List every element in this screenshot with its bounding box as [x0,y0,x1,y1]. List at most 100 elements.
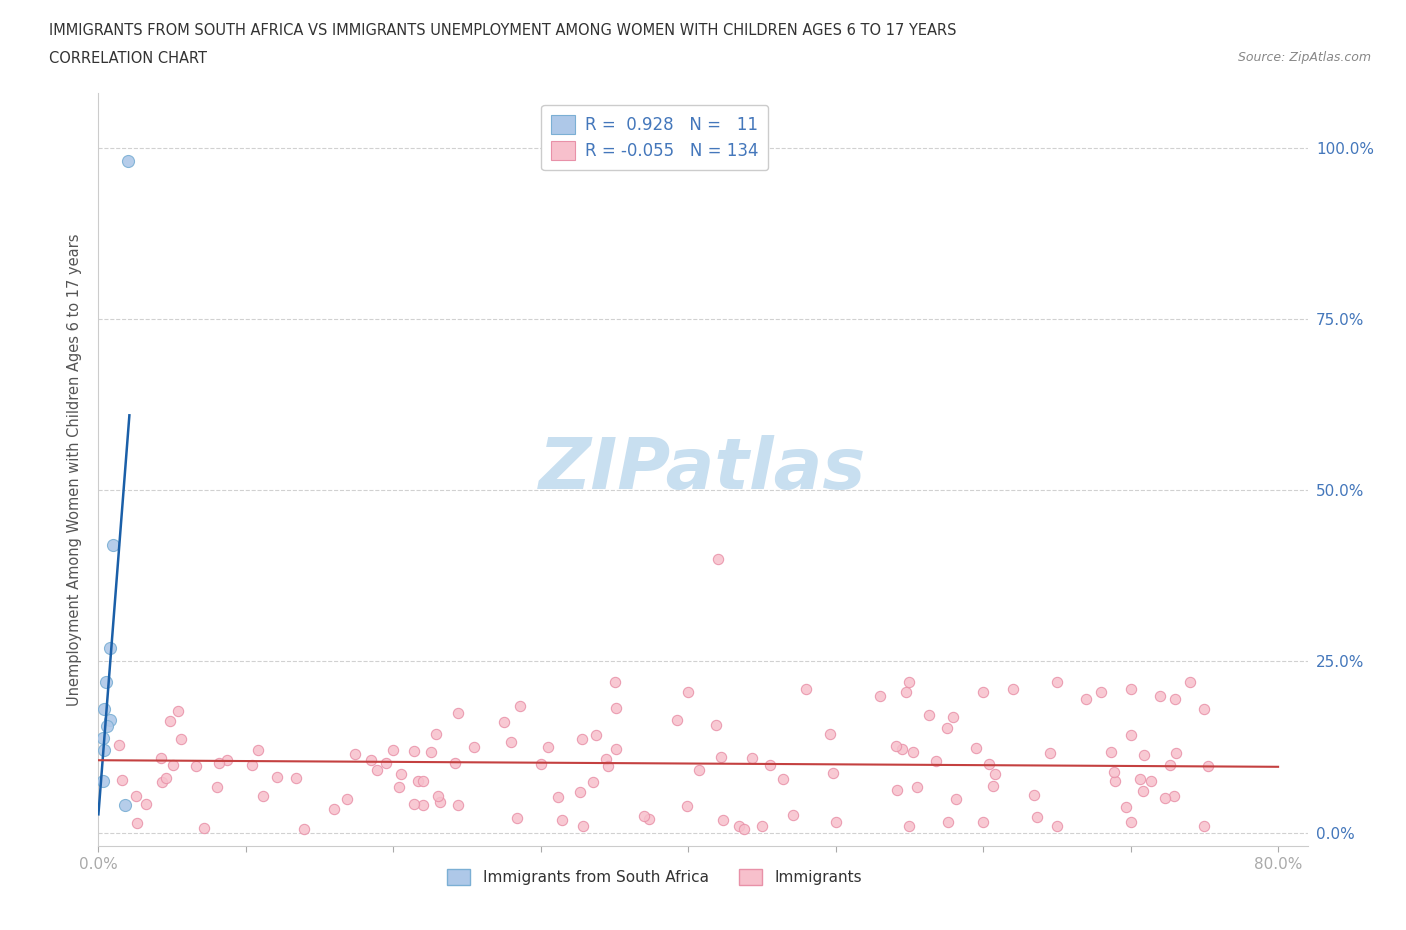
Point [711,813,734,828]
Point [935,721,957,736]
Point [1022,788,1045,803]
Point [93,743,115,758]
Point [252,789,274,804]
Point [444,755,467,770]
Point [925,753,948,768]
Point [425,727,447,742]
Point [898,818,921,833]
Point [818,726,841,741]
Point [150,775,173,790]
Point [1149,688,1171,703]
Point [101,538,124,552]
Point [821,766,844,781]
Point [1119,815,1142,830]
Point [1129,771,1152,786]
Point [869,688,891,703]
Point [917,708,939,723]
Point [571,818,593,833]
Point [389,766,412,781]
Legend: Immigrants from South Africa, Immigrants: Immigrants from South Africa, Immigrants [441,863,868,891]
Point [1194,818,1216,833]
Point [91,774,114,789]
Point [193,820,215,835]
Point [898,674,921,689]
Point [125,789,148,804]
Point [1197,759,1219,774]
Point [208,755,231,770]
Point [150,751,173,766]
Point [285,771,308,786]
Point [1115,800,1137,815]
Point [890,741,912,756]
Point [1102,764,1125,779]
Point [427,789,450,804]
Y-axis label: Unemployment Among Women with Children Ages 6 to 17 years: Unemployment Among Women with Children A… [67,233,83,706]
Point [1076,692,1098,707]
Point [375,755,398,770]
Point [794,682,817,697]
Point [412,797,434,812]
Point [905,780,928,795]
Point [1121,727,1143,742]
Point [1159,757,1181,772]
Point [901,745,924,760]
Point [499,735,522,750]
Point [638,812,661,827]
Point [1164,692,1187,707]
Text: IMMIGRANTS FROM SOUTH AFRICA VS IMMIGRANTS UNEMPLOYMENT AMONG WOMEN WITH CHILDRE: IMMIGRANTS FROM SOUTH AFRICA VS IMMIGRAN… [49,23,956,38]
Point [1178,674,1201,689]
Point [666,713,689,728]
Point [217,752,239,767]
Point [678,684,700,699]
Point [981,778,1004,793]
Point [603,674,626,689]
Point [323,802,346,817]
Point [404,744,426,759]
Point [547,790,569,804]
Point [782,808,804,823]
Point [336,792,359,807]
Point [292,822,315,837]
Point [1132,783,1154,798]
Point [91,731,114,746]
Point [366,763,388,777]
Point [98,640,121,655]
Point [246,742,269,757]
Point [728,818,751,833]
Point [1099,745,1122,760]
Point [824,815,846,830]
Point [886,783,908,798]
Point [675,798,697,813]
Point [1153,791,1175,806]
Point [98,712,121,727]
Point [942,710,965,724]
Point [184,759,207,774]
Point [710,750,733,764]
Point [1166,746,1188,761]
Text: CORRELATION CHART: CORRELATION CHART [49,51,207,66]
Point [94,674,117,689]
Point [1039,745,1062,760]
Point [1163,789,1185,804]
Point [509,698,531,713]
Point [530,756,553,771]
Point [983,767,1005,782]
Point [1104,773,1126,788]
Point [569,785,592,800]
Point [127,815,149,830]
Point [360,752,382,767]
Point [537,740,560,755]
Point [159,713,181,728]
Point [605,742,627,757]
Point [162,757,184,772]
Point [429,794,451,809]
Point [96,719,118,734]
Point [972,684,994,699]
Point [1133,748,1156,763]
Point [382,743,405,758]
Point [494,715,516,730]
Point [207,779,229,794]
Point [571,732,593,747]
Point [1119,682,1142,697]
Point [1046,674,1069,689]
